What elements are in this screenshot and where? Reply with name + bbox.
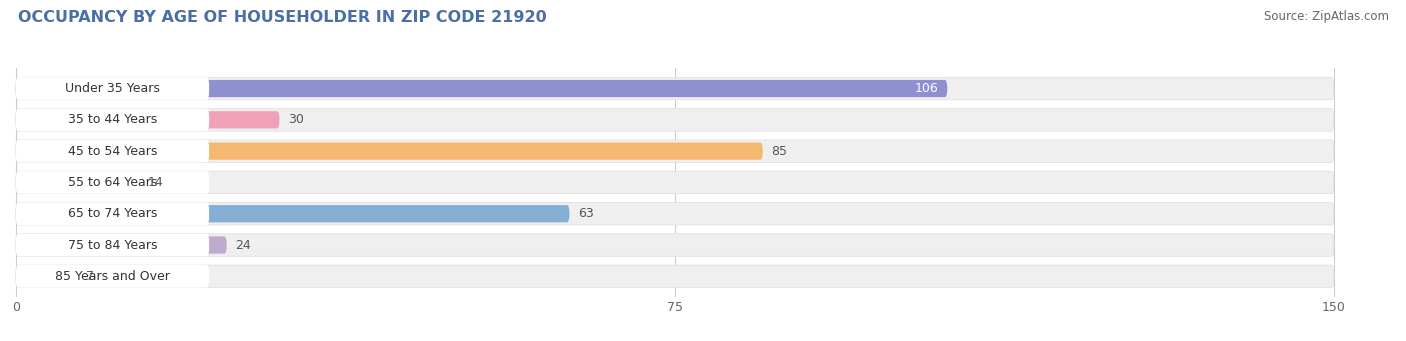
FancyBboxPatch shape [15, 203, 209, 225]
FancyBboxPatch shape [15, 265, 209, 287]
FancyBboxPatch shape [15, 265, 1334, 287]
Text: Under 35 Years: Under 35 Years [65, 82, 160, 95]
FancyBboxPatch shape [15, 108, 1334, 131]
Text: 30: 30 [288, 113, 304, 126]
FancyBboxPatch shape [15, 108, 209, 131]
Text: 24: 24 [236, 239, 252, 252]
FancyBboxPatch shape [15, 171, 209, 194]
Text: Source: ZipAtlas.com: Source: ZipAtlas.com [1264, 10, 1389, 23]
Text: 75 to 84 Years: 75 to 84 Years [67, 239, 157, 252]
FancyBboxPatch shape [15, 77, 209, 100]
Text: 63: 63 [578, 207, 593, 220]
FancyBboxPatch shape [15, 77, 1334, 100]
FancyBboxPatch shape [15, 174, 139, 191]
FancyBboxPatch shape [15, 203, 1334, 225]
FancyBboxPatch shape [15, 140, 209, 162]
FancyBboxPatch shape [15, 143, 762, 160]
Text: 45 to 54 Years: 45 to 54 Years [67, 145, 157, 158]
Text: 65 to 74 Years: 65 to 74 Years [67, 207, 157, 220]
Text: 106: 106 [915, 82, 939, 95]
FancyBboxPatch shape [15, 111, 280, 129]
Text: 35 to 44 Years: 35 to 44 Years [67, 113, 157, 126]
FancyBboxPatch shape [15, 171, 1334, 194]
Text: 14: 14 [148, 176, 163, 189]
FancyBboxPatch shape [15, 268, 77, 285]
FancyBboxPatch shape [15, 234, 1334, 256]
Text: 85 Years and Over: 85 Years and Over [55, 270, 170, 283]
Text: 85: 85 [772, 145, 787, 158]
FancyBboxPatch shape [15, 205, 569, 222]
FancyBboxPatch shape [15, 140, 1334, 162]
FancyBboxPatch shape [15, 236, 226, 254]
FancyBboxPatch shape [15, 80, 948, 97]
Text: 7: 7 [86, 270, 94, 283]
FancyBboxPatch shape [15, 234, 209, 256]
Text: OCCUPANCY BY AGE OF HOUSEHOLDER IN ZIP CODE 21920: OCCUPANCY BY AGE OF HOUSEHOLDER IN ZIP C… [18, 10, 547, 25]
Text: 55 to 64 Years: 55 to 64 Years [67, 176, 157, 189]
